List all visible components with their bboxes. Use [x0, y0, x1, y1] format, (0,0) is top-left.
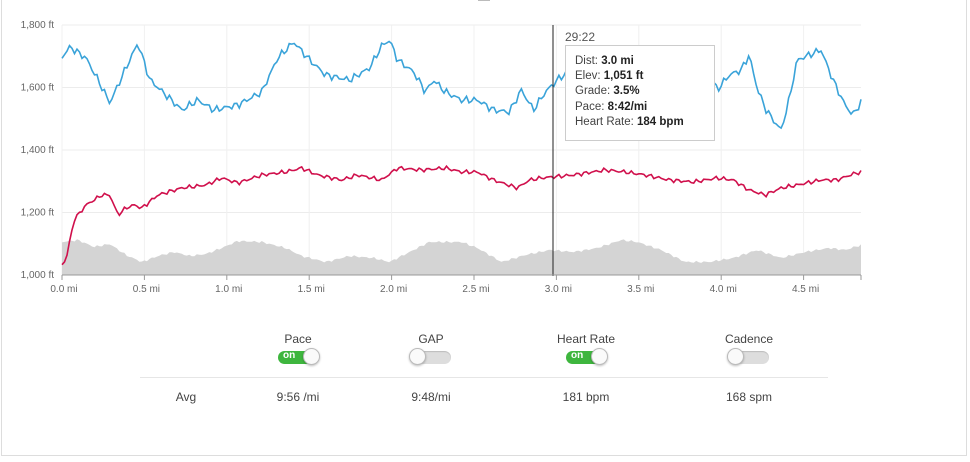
resize-handle[interactable] — [478, 0, 490, 1]
x-axis-ticks: 0.0 mi 0.5 mi 1.0 mi 1.5 mi 2.0 mi 2.5 mi 3.0 … — [50, 274, 862, 295]
cursor-time: 29:22 — [565, 30, 596, 44]
x-tick-label: 4.0 mi — [710, 284, 737, 295]
avg-gap: 9:48/mi — [411, 390, 451, 404]
x-tick-label: 3.5 mi — [627, 284, 654, 295]
cadence-toggle[interactable] — [727, 348, 769, 365]
avg-cadence: 168 spm — [725, 390, 773, 404]
pace-heart-rate-elevation-chart[interactable]: 1,800 ft 1,600 ft 1,400 ft 1,200 ft 1,000 ft… — [0, 0, 970, 310]
y-tick-label: 1,400 ft — [21, 145, 55, 156]
heart-rate-line — [61, 164, 862, 266]
pace-toggle-label: Pace — [284, 332, 312, 346]
tooltip-heart-rate: Heart Rate: 184 bpm — [575, 115, 684, 128]
avg-heart-rate: 181 bpm — [562, 390, 610, 404]
x-tick-label: 2.5 mi — [462, 284, 489, 295]
y-axis-ticks: 1,800 ft 1,600 ft 1,400 ft 1,200 ft 1,000 ft — [21, 20, 55, 281]
pace-line — [61, 40, 862, 130]
avg-label: Avg — [175, 390, 197, 404]
x-tick-label: 4.5 mi — [792, 284, 819, 295]
chart-tooltip: Dist: 3.0 mi Elev: 1,051 ft Grade: 3.5% … — [565, 45, 715, 141]
stats-divider — [140, 377, 828, 378]
heart-rate-toggle[interactable]: on — [566, 348, 608, 365]
pace-toggle[interactable]: on — [278, 348, 320, 365]
y-tick-label: 1,600 ft — [21, 83, 55, 94]
gap-toggle[interactable] — [409, 348, 451, 365]
cadence-toggle-label: Cadence — [724, 332, 774, 346]
x-tick-label: 0.0 mi — [50, 284, 77, 295]
x-tick-label: 2.0 mi — [380, 284, 407, 295]
tooltip-grade: Grade: 3.5% — [575, 85, 640, 98]
pace-toggle-group: Pace on — [238, 332, 358, 369]
gap-toggle-label: GAP — [418, 332, 444, 346]
elevation-area — [62, 239, 861, 275]
x-tick-label: 1.5 mi — [298, 284, 325, 295]
y-tick-label: 1,000 ft — [21, 270, 55, 281]
tooltip-pace: Pace: 8:42/mi — [575, 100, 648, 113]
gap-toggle-group: GAP — [371, 332, 491, 369]
y-tick-label: 1,200 ft — [21, 208, 55, 219]
metric-toggles: Pace on GAP Heart Rate on Cadence — [0, 330, 966, 370]
heart-rate-toggle-label: Heart Rate — [556, 332, 616, 346]
x-tick-label: 0.5 mi — [133, 284, 160, 295]
y-tick-label: 1,800 ft — [21, 20, 55, 31]
avg-pace: 9:56 /mi — [276, 390, 320, 404]
chart-grid — [61, 24, 861, 276]
x-tick-label: 1.0 mi — [215, 284, 242, 295]
tooltip-dist: Dist: 3.0 mi — [575, 55, 634, 67]
cadence-toggle-group: Cadence — [689, 332, 809, 369]
tooltip-elev: Elev: 1,051 ft — [575, 70, 644, 83]
heart-rate-toggle-group: Heart Rate on — [526, 332, 646, 369]
x-tick-label: 3.0 mi — [545, 284, 572, 295]
